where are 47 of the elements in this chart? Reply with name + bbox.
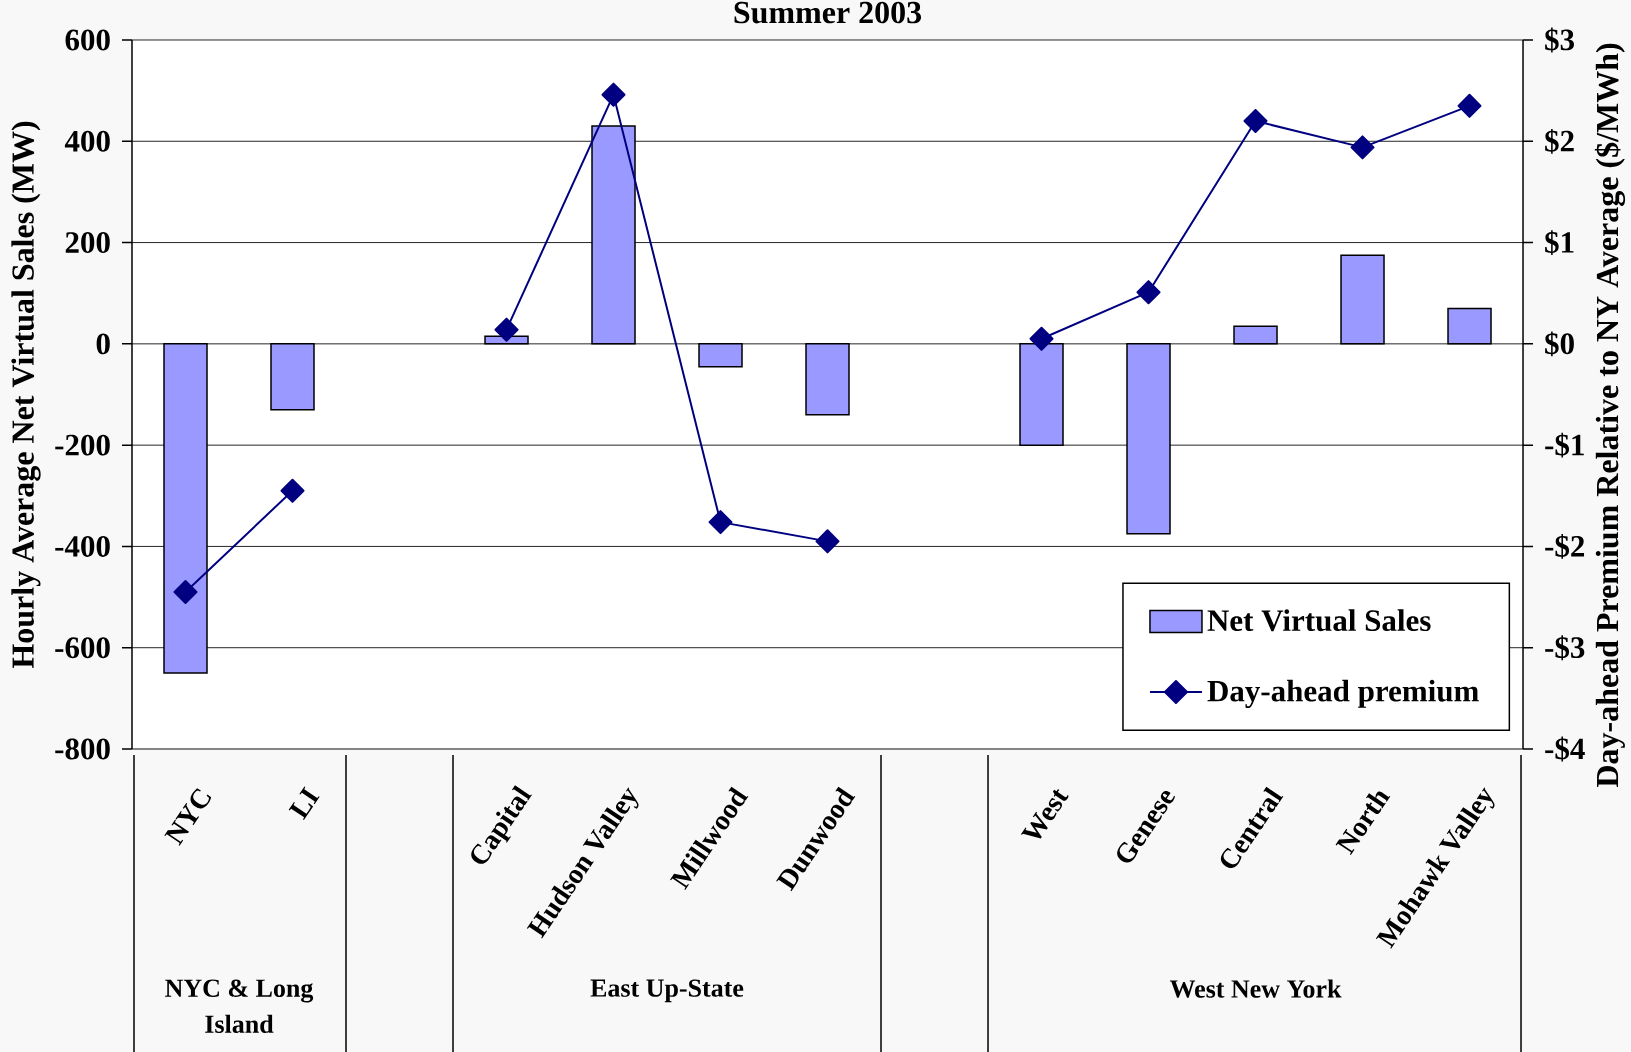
point bbox=[173, 579, 198, 605]
y-tick-label: -800 bbox=[55, 738, 110, 760]
point bbox=[1029, 326, 1054, 351]
y-tick-label: -400 bbox=[55, 535, 110, 557]
y2-tick-label: -$2 bbox=[1545, 534, 1585, 559]
bar bbox=[1233, 325, 1278, 345]
bar bbox=[698, 343, 743, 368]
y-tick-label: 600 bbox=[65, 29, 110, 51]
point bbox=[815, 529, 840, 554]
legend-label: Net Virtual Sales bbox=[1207, 609, 1431, 632]
point bbox=[1457, 93, 1482, 118]
bar bbox=[1340, 254, 1385, 345]
y2-tick-label: $2 bbox=[1545, 128, 1574, 154]
bar bbox=[270, 343, 315, 411]
bar bbox=[1447, 307, 1492, 345]
legend-label: Day-ahead premium bbox=[1207, 679, 1479, 708]
bar bbox=[484, 335, 529, 345]
x-tick-label: LI bbox=[288, 786, 320, 821]
y2-tick-label: -$4 bbox=[1545, 736, 1585, 762]
text: NYC & Long Island bbox=[165, 979, 314, 1033]
y2-tick-label: -$3 bbox=[1545, 635, 1585, 661]
y-axis-title: Hourly Average Net Virtual Sales (MW) bbox=[11, 121, 41, 669]
point bbox=[601, 82, 626, 107]
y2-tick-label: $3 bbox=[1545, 27, 1574, 53]
bar bbox=[1019, 343, 1064, 446]
text: East Up-State bbox=[590, 979, 744, 1003]
text: West New York bbox=[1169, 979, 1342, 998]
y-tick-label: -600 bbox=[55, 637, 110, 659]
y-tick-label: 200 bbox=[65, 232, 110, 254]
bar bbox=[591, 125, 636, 345]
point bbox=[1136, 280, 1161, 305]
bar bbox=[163, 343, 208, 674]
y-tick-label: 400 bbox=[64, 130, 110, 152]
y2-tick-label: $1 bbox=[1545, 230, 1574, 255]
point bbox=[1243, 109, 1268, 134]
bar bbox=[1126, 343, 1171, 535]
point bbox=[494, 317, 519, 342]
y2-axis-title: Day-ahead Premium Relative to NY Average ($/MWh) bbox=[1594, 43, 1626, 788]
y2-tick-label: $0 bbox=[1545, 331, 1574, 357]
chart-title: Summer 2003 bbox=[734, 1, 922, 24]
y2-tick-label: -$1 bbox=[1545, 432, 1584, 458]
point bbox=[708, 510, 733, 535]
bar bbox=[805, 343, 850, 416]
point bbox=[1350, 135, 1375, 160]
y-tick-label: 0 bbox=[96, 333, 110, 355]
point bbox=[280, 478, 305, 503]
y-tick-label: -200 bbox=[55, 434, 110, 456]
